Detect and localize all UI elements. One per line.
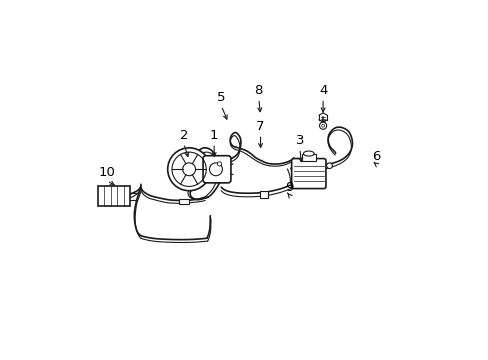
Bar [259,192,268,198]
Circle shape [326,163,332,168]
Bar [301,154,315,161]
Circle shape [217,162,221,166]
Text: 5: 5 [217,91,225,104]
Circle shape [183,163,195,176]
Text: 2: 2 [179,129,188,142]
Text: 3: 3 [295,134,304,147]
Text: 7: 7 [256,120,264,133]
Circle shape [167,148,210,191]
Bar [98,186,130,206]
Bar [179,199,188,204]
Circle shape [209,163,222,176]
Circle shape [321,124,324,127]
Circle shape [319,122,326,129]
Text: 1: 1 [209,129,218,142]
Ellipse shape [303,151,313,156]
Text: 10: 10 [98,166,115,179]
Text: 8: 8 [254,84,263,97]
Text: 4: 4 [318,84,326,97]
Text: 9: 9 [285,181,293,194]
FancyBboxPatch shape [203,156,230,183]
FancyBboxPatch shape [291,158,325,189]
Text: 6: 6 [372,150,380,163]
